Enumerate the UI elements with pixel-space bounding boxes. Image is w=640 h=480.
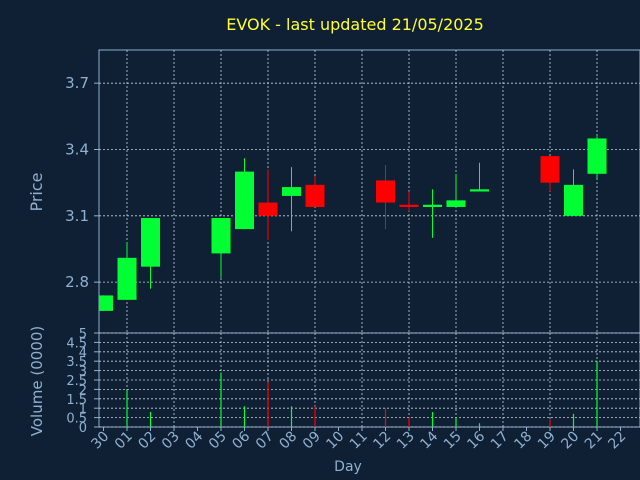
- price-tick-label: 2.8: [65, 273, 89, 291]
- day-tick-label: 16: [464, 428, 488, 452]
- day-tick-label: 03: [159, 429, 183, 453]
- candle-body: [564, 184, 583, 216]
- candle-body: [376, 180, 395, 203]
- price-tick-label: 3.7: [65, 74, 89, 92]
- candle-body: [423, 204, 442, 207]
- day-tick-label: 14: [417, 428, 441, 452]
- candle-body: [399, 204, 419, 207]
- chart-title: EVOK - last updated 21/05/2025: [226, 15, 484, 34]
- volume-tick-labels: 00.511.522.533.544.55: [66, 327, 99, 436]
- day-tick-label: 22: [605, 429, 629, 453]
- volume-grid: [99, 332, 640, 428]
- day-tick-label: 11: [347, 429, 371, 453]
- candle-body: [305, 184, 325, 207]
- candle-body: [540, 156, 560, 183]
- day-tick-label: 07: [253, 429, 277, 453]
- volume-tick-label: 0: [79, 421, 87, 436]
- day-tick-label: 12: [370, 429, 394, 453]
- volume-tick-label: 5: [79, 327, 87, 342]
- day-tick-label: 21: [582, 429, 606, 453]
- volume-tick-label: 3.5: [66, 355, 87, 370]
- day-tick-label: 06: [229, 428, 253, 452]
- candles: [99, 136, 607, 311]
- candle-body: [141, 218, 160, 267]
- volume-tick-label: 2.5: [66, 374, 87, 389]
- day-axis-label: Day: [334, 459, 362, 475]
- day-tick-label: 19: [535, 429, 559, 453]
- volume-tick-label: 4.5: [66, 336, 87, 351]
- volume-tick-label: 1: [79, 402, 87, 417]
- volume-axis-label: Volume (0000): [28, 326, 46, 436]
- day-tick-label: 20: [558, 429, 582, 453]
- candle-body: [587, 138, 607, 174]
- candle-body: [117, 257, 137, 300]
- day-tick-label: 08: [276, 429, 300, 453]
- volume-tick-label: 4: [79, 346, 87, 361]
- day-tick-label: 17: [488, 429, 512, 453]
- candle-body: [99, 295, 113, 311]
- price-tick-label: 3.4: [65, 140, 89, 158]
- day-tick-labels: 30 01 02 03 04 05 06 07 08 09 10 11 12 13 14 15 16 17 18 19…: [88, 427, 629, 452]
- day-tick-label: 18: [511, 429, 535, 453]
- price-tick-label: 3.1: [65, 207, 89, 225]
- candle-body: [211, 218, 231, 254]
- volume-tick-label: 1.5: [66, 393, 87, 408]
- price-panel: [98, 49, 640, 334]
- volume-tick-label: 2: [79, 383, 87, 398]
- candle-body: [258, 202, 278, 216]
- volume-bars: [126, 361, 598, 427]
- day-tick-label: 09: [300, 429, 324, 453]
- volume-tick-label: 3: [79, 365, 87, 380]
- price-axis-label: Price: [27, 172, 46, 211]
- candle-body: [470, 189, 489, 192]
- day-tick-label: 01: [112, 429, 136, 453]
- candle-body: [235, 171, 254, 230]
- volume-tick-label: 0.5: [66, 412, 87, 427]
- day-tick-label: 05: [206, 429, 230, 453]
- day-tick-label: 04: [182, 428, 206, 452]
- day-tick-label: 30: [88, 429, 112, 453]
- day-tick-label: 10: [323, 429, 347, 453]
- price-tick-labels: 2.8 3.1 3.4 3.7: [65, 74, 99, 291]
- day-tick-label: 13: [394, 429, 418, 453]
- day-tick-label: 15: [441, 429, 465, 453]
- candle-body: [282, 187, 301, 196]
- day-tick-label: 02: [135, 429, 159, 453]
- price-grid: [99, 50, 640, 333]
- candle-body: [446, 200, 466, 207]
